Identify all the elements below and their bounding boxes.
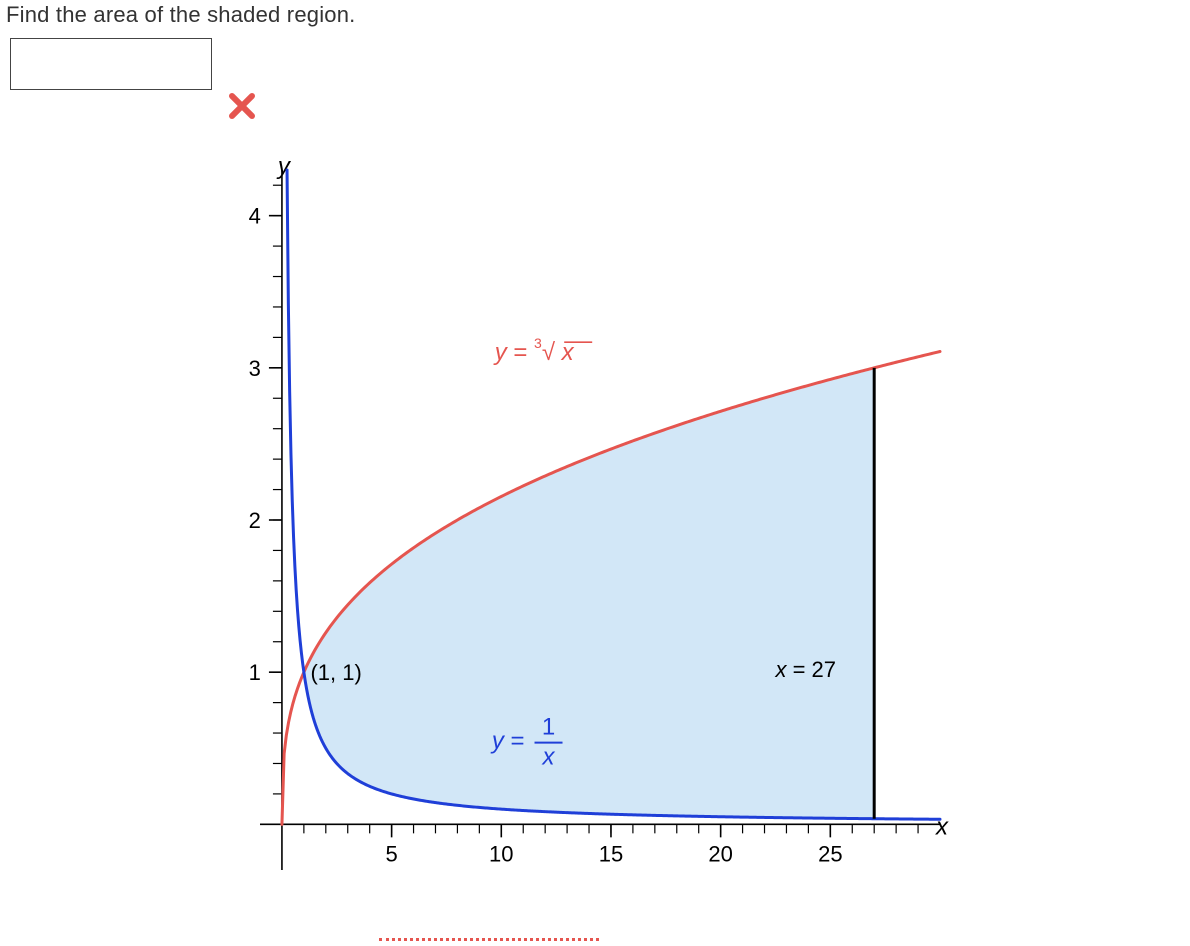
y-tick-label: 3 (249, 356, 261, 381)
y-tick-label: 2 (249, 508, 261, 533)
x-tick-label: 15 (599, 841, 623, 866)
x-axis-label: x (935, 813, 949, 840)
area-chart: 5 10 15 20 25 1 2 3 4 y x (1, 1) x = 27 y = 3√ x y = 1… (190, 160, 970, 940)
svg-text:y =: y = (490, 728, 525, 755)
answer-input[interactable] (10, 38, 212, 90)
svg-text:1: 1 (542, 714, 555, 741)
x-tick-label: 5 (385, 841, 397, 866)
annotation-x27: x = 27 (774, 657, 836, 682)
y-axis-label: y (276, 160, 292, 180)
annotation-point-1-1: (1, 1) (310, 660, 361, 685)
x-tick-label: 25 (818, 841, 842, 866)
svg-text:x: x (542, 744, 556, 771)
shaded-region (304, 368, 874, 819)
y-tick-label: 1 (249, 660, 261, 685)
x-tick-label: 10 (489, 841, 513, 866)
x-tick-label: 20 (708, 841, 732, 866)
incorrect-icon (228, 92, 256, 120)
dotted-strip (379, 938, 599, 941)
y-tick-label: 4 (249, 204, 261, 229)
svg-text:y = 3√ x: y = 3√ x (493, 335, 575, 366)
question-prompt: Find the area of the shaded region. (6, 2, 355, 28)
annotation-cuberoot: y = 3√ x (493, 335, 593, 366)
